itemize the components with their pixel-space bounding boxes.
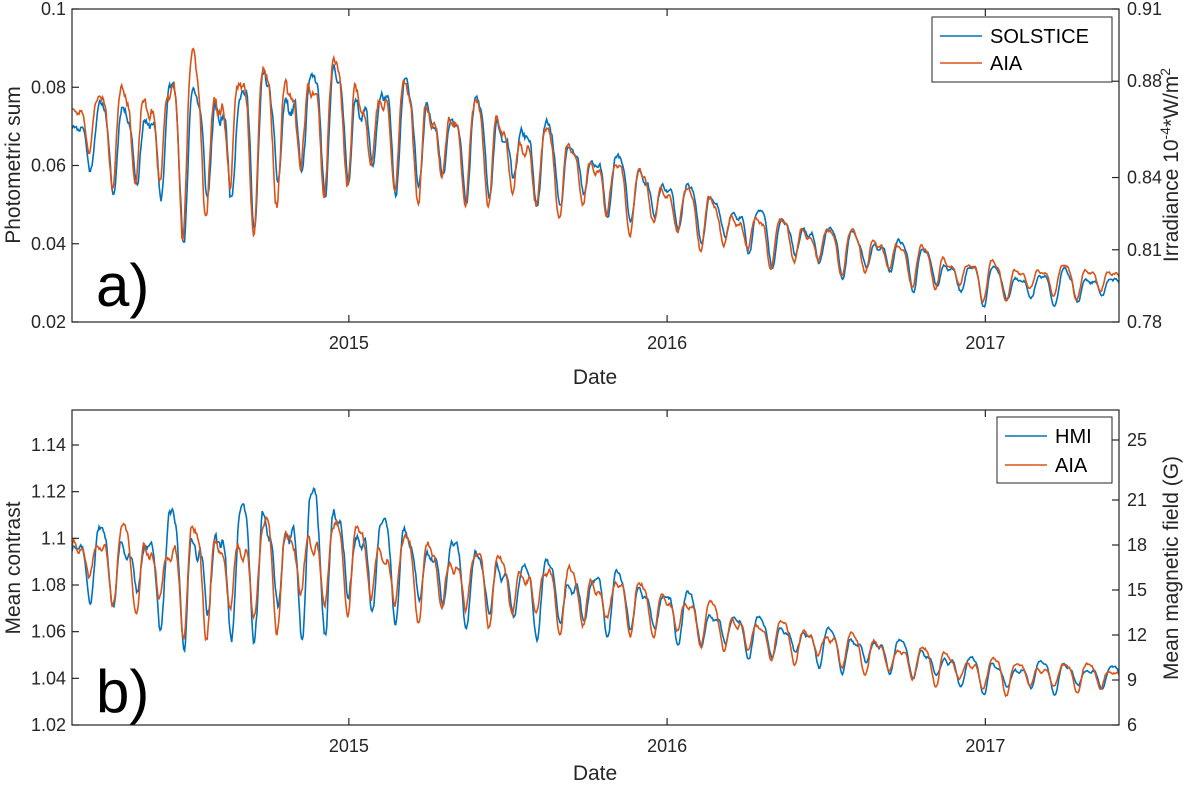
panel-b-right-y-ticks: 6 9 12 15 18 21 25 bbox=[1112, 430, 1147, 735]
panel-a-x-ticks: 2015 2016 2017 bbox=[329, 9, 1005, 353]
series-line-solstice bbox=[72, 64, 1119, 308]
panel-a-right-y-axis-label: Irradiance 10-4*W/m2 bbox=[1157, 68, 1183, 262]
right-y-tick-label: 25 bbox=[1127, 430, 1147, 450]
right-y-tick-label: 6 bbox=[1127, 715, 1137, 735]
x-tick-label: 2017 bbox=[965, 736, 1005, 756]
left-y-tick-label: 0.02 bbox=[31, 312, 66, 332]
right-y-tick-label: 0.78 bbox=[1127, 312, 1162, 332]
panel-a-right-label-unit: *W/m bbox=[1160, 76, 1183, 127]
panel-b-legend-box bbox=[996, 416, 1113, 484]
panel-a-legend-label-aia: AIA bbox=[990, 53, 1023, 75]
panel-b-left-y-axis-label: Mean contrast bbox=[2, 501, 25, 634]
x-tick-label: 2015 bbox=[329, 333, 369, 353]
right-y-tick-label: 0.91 bbox=[1127, 0, 1162, 19]
left-y-tick-label: 0.06 bbox=[31, 156, 66, 176]
panel-b-x-axis-label: Date bbox=[573, 762, 617, 783]
panel-b-frame bbox=[71, 409, 1120, 726]
left-y-tick-label: 1.04 bbox=[31, 668, 66, 688]
panel-b-legend-label-hmi: HMI bbox=[1055, 426, 1092, 448]
panel-a-right-y-ticks: 0.78 0.81 0.84 0.88 0.91 bbox=[1112, 0, 1162, 332]
panel-b: 2015 2016 2017 1.02 1.04 1.06 1.08 1.1 1.12 1.14… bbox=[2, 409, 1183, 785]
panel-a-right-label-unit-exp: 2 bbox=[1157, 68, 1173, 76]
panel-a-right-label-exp: -4 bbox=[1157, 127, 1173, 140]
panel-a: 2015 2016 2017 0.02 0.04 0.06 0.08 0.1 0.78 0.8… bbox=[2, 0, 1183, 389]
right-y-tick-label: 0.88 bbox=[1127, 71, 1162, 91]
left-y-tick-label: 1.02 bbox=[31, 715, 66, 735]
x-tick-label: 2015 bbox=[329, 736, 369, 756]
panel-a-right-label-base: Irradiance 10 bbox=[1160, 140, 1183, 263]
panel-a-x-axis-label: Date bbox=[573, 366, 617, 389]
panel-b-left-y-ticks: 1.02 1.04 1.06 1.08 1.1 1.12 1.14 bbox=[31, 435, 79, 735]
panel-a-left-y-axis-label: Photometric sum bbox=[2, 86, 25, 244]
right-y-tick-label: 12 bbox=[1127, 625, 1147, 645]
left-y-tick-label: 1.08 bbox=[31, 575, 66, 595]
series-line-aia bbox=[72, 47, 1119, 304]
panel-b-legend-label-aia: AIA bbox=[1055, 455, 1088, 477]
right-y-tick-label: 21 bbox=[1127, 490, 1147, 510]
panel-a-legend: SOLSTICE AIA bbox=[931, 16, 1113, 83]
right-y-tick-label: 15 bbox=[1127, 580, 1147, 600]
right-y-tick-label: 0.84 bbox=[1127, 168, 1162, 188]
left-y-tick-label: 1.06 bbox=[31, 622, 66, 642]
panel-b-right-y-axis-label: Mean magnetic field (G) bbox=[1160, 456, 1183, 680]
right-y-tick-label: 9 bbox=[1127, 670, 1137, 690]
panel-a-label: a) bbox=[96, 252, 149, 319]
left-y-tick-label: 0.1 bbox=[41, 0, 66, 19]
panel-b-x-ticks: 2015 2016 2017 bbox=[329, 410, 1005, 756]
panel-b-label: b) bbox=[96, 658, 149, 725]
x-tick-label: 2017 bbox=[965, 333, 1005, 353]
right-y-tick-label: 18 bbox=[1127, 535, 1147, 555]
left-y-tick-label: 0.08 bbox=[31, 77, 66, 97]
panel-a-legend-label-solstice: SOLSTICE bbox=[990, 26, 1089, 48]
x-tick-label: 2016 bbox=[647, 736, 687, 756]
right-y-tick-label: 0.81 bbox=[1127, 240, 1162, 260]
panel-b-legend: HMI AIA bbox=[996, 416, 1113, 484]
x-tick-label: 2016 bbox=[647, 333, 687, 353]
panel-a-series bbox=[72, 47, 1119, 308]
left-y-tick-label: 1.1 bbox=[41, 528, 66, 548]
panel-a-left-y-ticks: 0.02 0.04 0.06 0.08 0.1 bbox=[31, 0, 79, 332]
series-line-aia bbox=[72, 516, 1119, 698]
left-y-tick-label: 1.14 bbox=[31, 435, 66, 455]
series-line-hmi bbox=[72, 487, 1119, 696]
left-y-tick-label: 1.12 bbox=[31, 482, 66, 502]
left-y-tick-label: 0.04 bbox=[31, 234, 66, 254]
panel-b-series bbox=[72, 487, 1119, 698]
panel-a-legend-box bbox=[931, 16, 1113, 83]
